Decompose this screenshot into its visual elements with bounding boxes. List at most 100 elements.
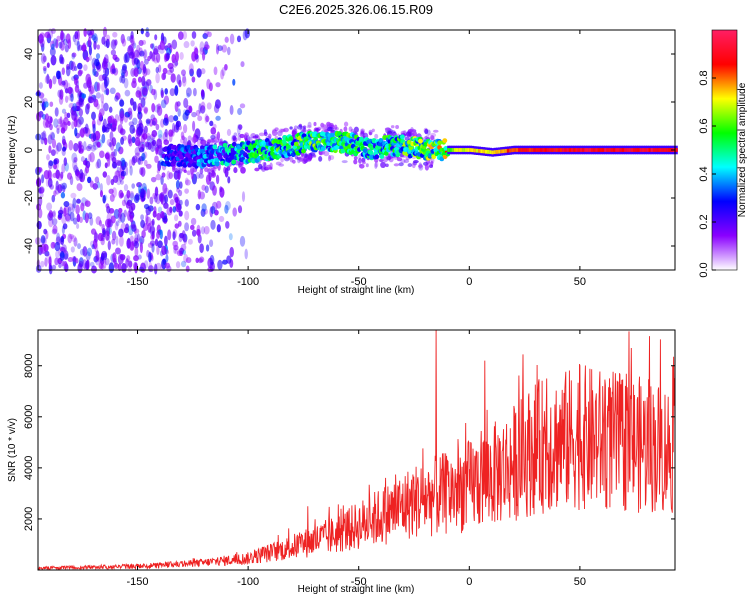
snr-line <box>37 329 676 571</box>
noise-cell <box>62 185 66 193</box>
ridge-cell <box>222 142 228 148</box>
noise-cell <box>59 183 64 192</box>
noise-cell <box>104 152 110 160</box>
ridge-cell <box>663 148 667 152</box>
noise-cell <box>333 124 338 130</box>
ridge-cell <box>595 148 599 152</box>
noise-cell <box>184 188 189 194</box>
noise-cell <box>190 168 195 173</box>
noise-cell <box>95 250 100 262</box>
noise-cell <box>198 136 204 141</box>
noise-cell <box>88 85 92 92</box>
noise-cell <box>160 99 167 109</box>
noise-cell <box>185 179 191 186</box>
noise-cell <box>341 160 348 164</box>
noise-cell <box>126 255 131 263</box>
noise-cell <box>255 135 261 141</box>
noise-cell <box>233 167 238 174</box>
noise-cell <box>198 173 204 179</box>
noise-cell <box>82 246 88 257</box>
noise-cell <box>83 141 87 151</box>
noise-cell <box>329 154 335 161</box>
noise-cell <box>47 169 52 180</box>
ridge-cell <box>467 148 470 152</box>
noise-cell <box>109 193 115 202</box>
noise-cell <box>193 46 198 53</box>
noise-cell <box>206 78 211 90</box>
noise-cell <box>218 215 225 223</box>
noise-cell <box>412 131 417 138</box>
noise-cell <box>220 69 225 80</box>
noise-cell <box>61 260 65 267</box>
noise-cell <box>171 128 175 137</box>
noise-cell <box>121 38 127 47</box>
noise-cell <box>216 200 222 209</box>
noise-cell <box>73 77 78 86</box>
ridge-cell <box>562 148 565 152</box>
noise-cell <box>225 201 231 211</box>
noise-cell <box>196 228 201 236</box>
noise-cell <box>88 96 94 104</box>
noise-cell <box>214 209 219 216</box>
noise-cell <box>130 192 134 201</box>
ridge-cell <box>442 138 448 144</box>
noise-cell <box>400 158 406 164</box>
noise-cell <box>61 163 66 174</box>
noise-cell <box>93 36 99 44</box>
noise-cell <box>155 66 160 74</box>
ridge-cell <box>482 149 486 154</box>
noise-cell <box>123 184 129 192</box>
noise-cell <box>40 235 46 244</box>
noise-cell <box>57 174 64 181</box>
noise-cell <box>151 218 155 226</box>
noise-cell <box>53 159 58 165</box>
noise-cell <box>35 177 42 188</box>
noise-cell <box>44 257 48 267</box>
noise-cell <box>155 173 162 181</box>
noise-cell <box>182 74 187 84</box>
noise-cell <box>65 66 71 77</box>
noise-cell <box>307 121 312 128</box>
noise-cell <box>112 252 117 263</box>
noise-cell <box>57 184 63 194</box>
noise-cell <box>105 34 111 42</box>
noise-cell <box>42 130 47 141</box>
noise-cell <box>191 111 197 118</box>
noise-cell <box>105 203 110 209</box>
noise-cell <box>64 44 69 53</box>
noise-cell <box>385 163 389 168</box>
noise-cell <box>393 163 400 167</box>
noise-cell <box>90 228 97 235</box>
noise-cell <box>38 186 45 194</box>
noise-cell <box>109 87 116 95</box>
noise-cell <box>149 240 156 246</box>
noise-cell <box>108 262 115 274</box>
ridge-cell <box>597 148 601 152</box>
noise-cell <box>79 216 83 223</box>
noise-cell <box>149 224 155 236</box>
noise-cell <box>188 63 194 75</box>
noise-cell <box>54 257 59 266</box>
noise-cell <box>191 76 196 83</box>
noise-cell <box>179 138 185 144</box>
noise-cell <box>298 157 304 162</box>
noise-cell <box>161 215 168 224</box>
noise-cell <box>131 136 136 144</box>
noise-cell <box>140 219 145 229</box>
noise-cell <box>106 138 112 147</box>
ridge-cell <box>400 134 405 140</box>
noise-cell <box>84 200 91 208</box>
noise-cell <box>151 88 156 96</box>
noise-cell <box>86 247 93 257</box>
noise-cell <box>126 36 131 42</box>
noise-cell <box>271 129 278 137</box>
noise-cell <box>265 164 272 170</box>
ridge-cell <box>489 150 492 154</box>
noise-cell <box>75 204 80 215</box>
noise-cell <box>156 230 161 239</box>
noise-cell <box>51 228 58 235</box>
noise-cell <box>129 124 135 135</box>
noise-cell <box>46 62 50 69</box>
noise-cell <box>182 249 186 255</box>
noise-cell <box>38 196 43 207</box>
